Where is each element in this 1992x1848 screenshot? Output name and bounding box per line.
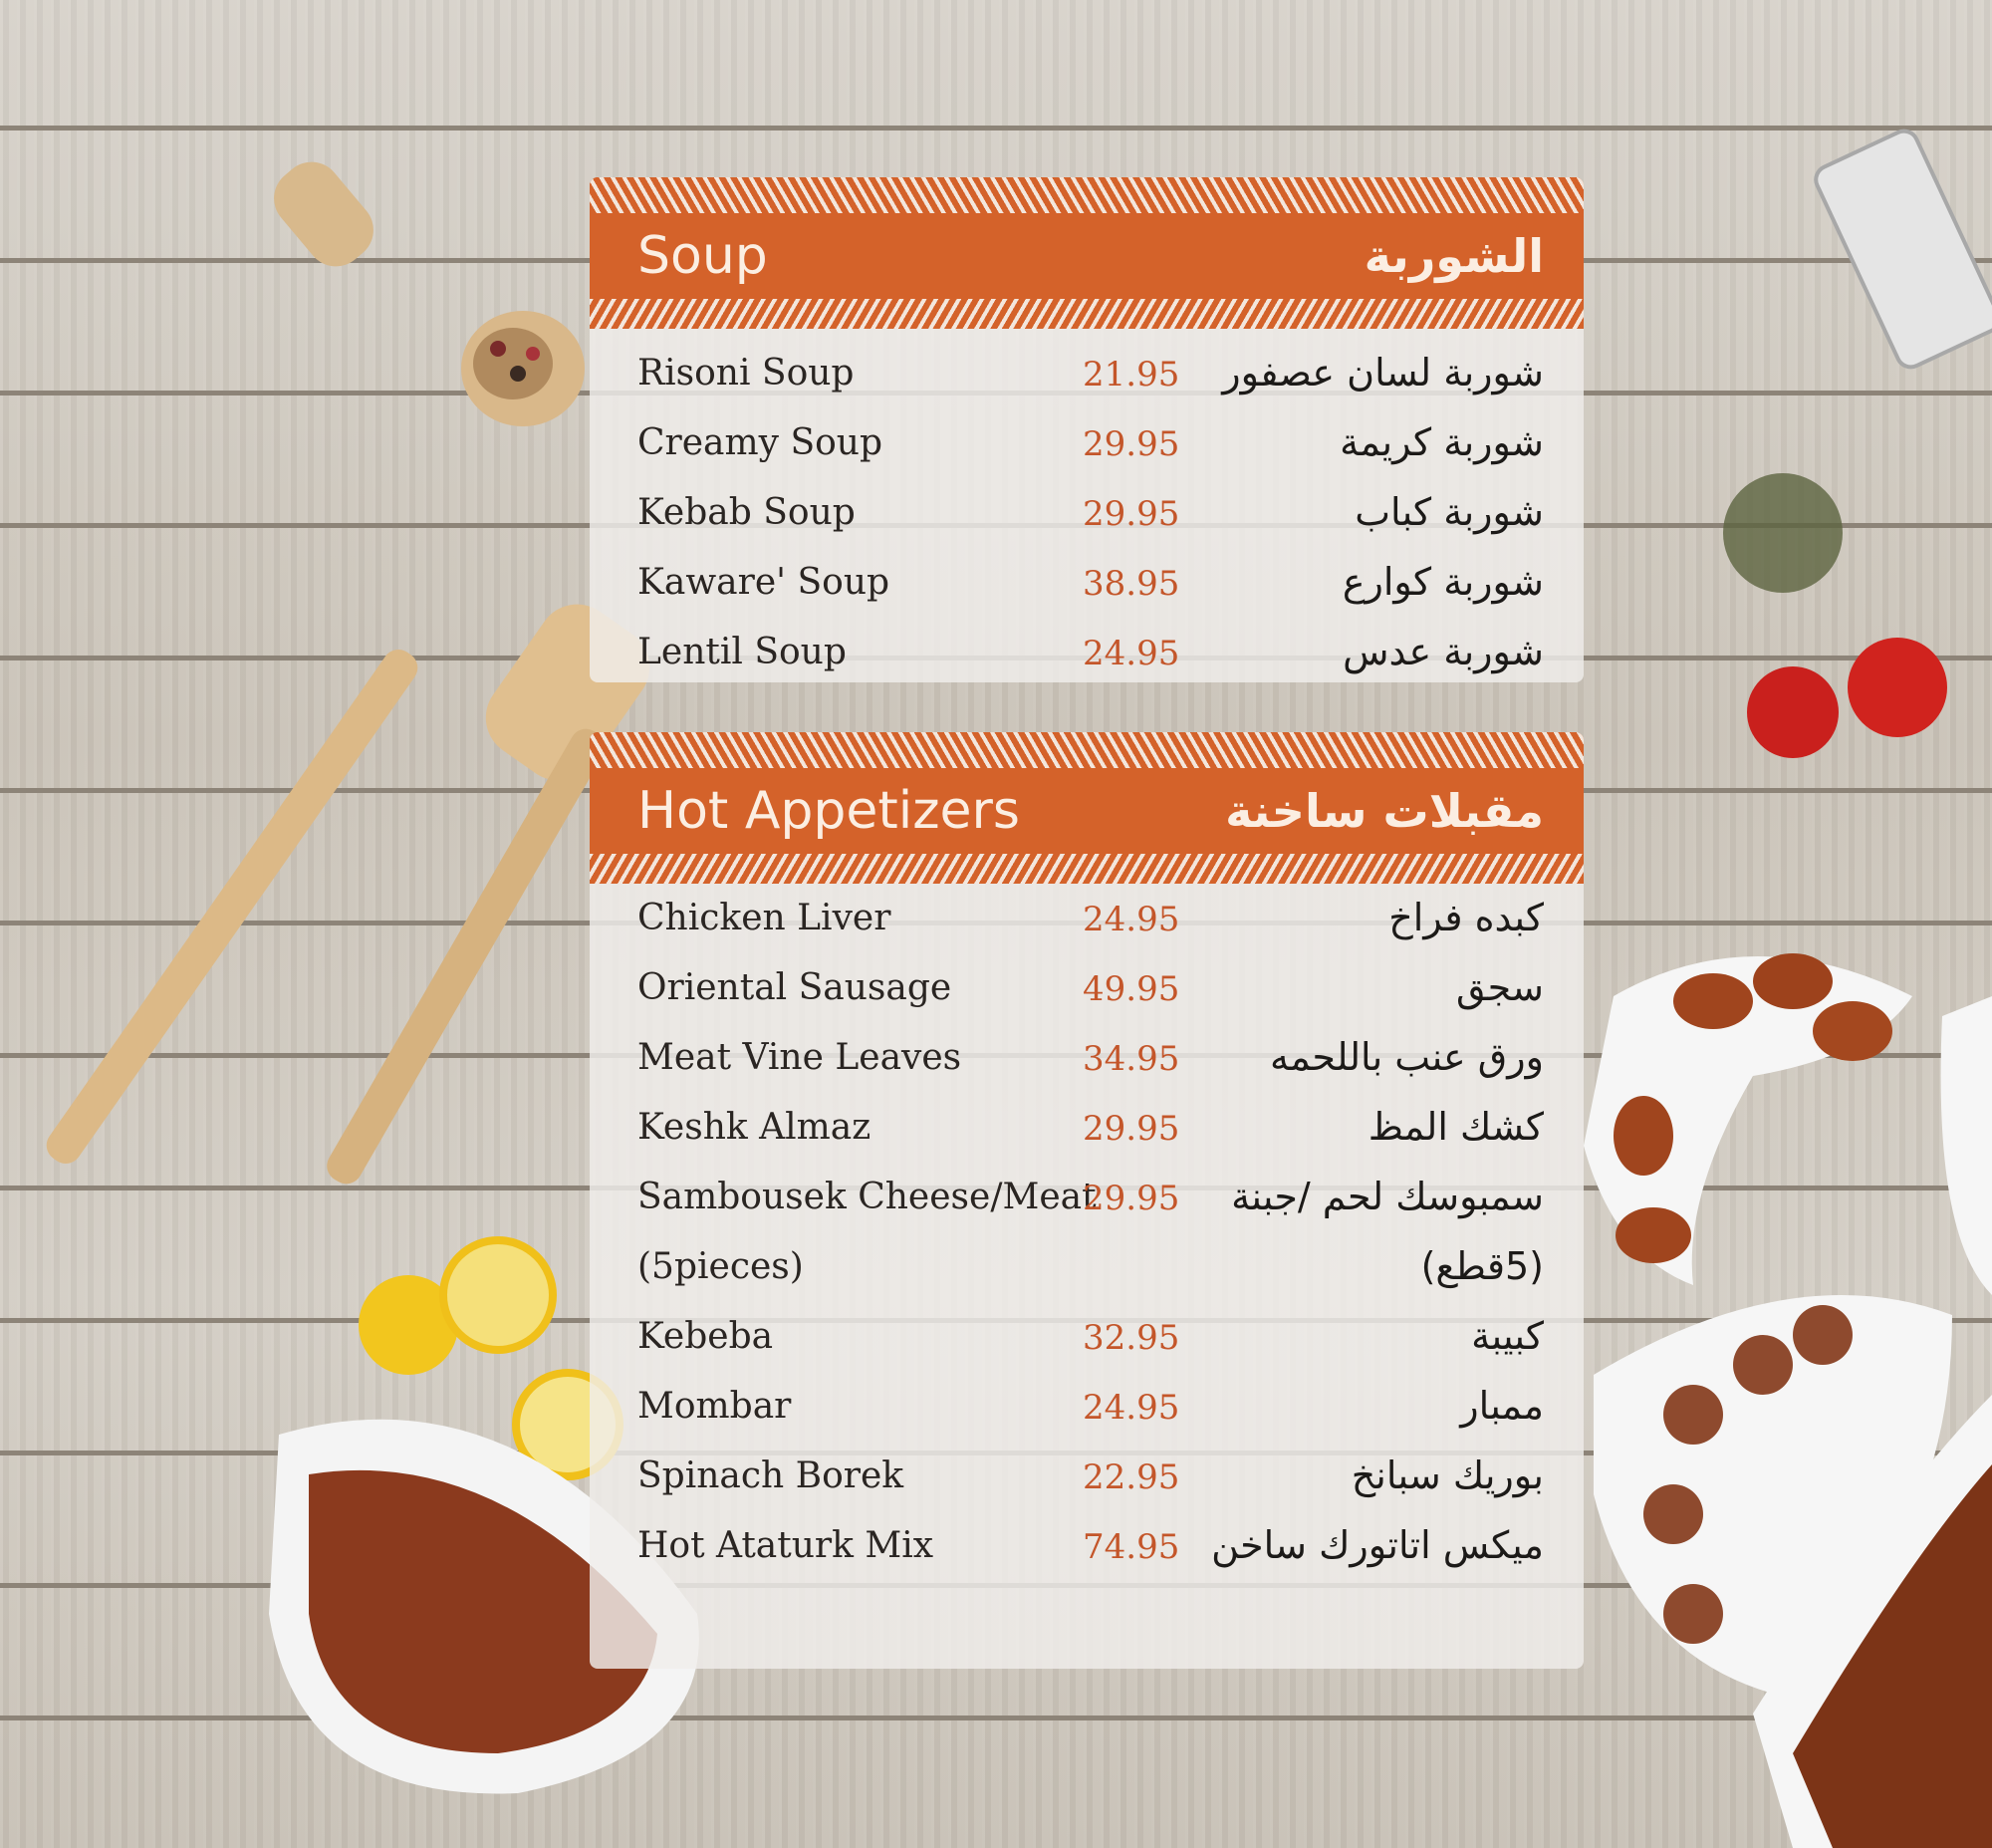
tomatoes <box>1747 638 1947 758</box>
item-price: 34.95 <box>1083 1039 1180 1079</box>
item-name-ar: سمبوسك لحم /جبنة <box>1231 1175 1544 1218</box>
item-name-ar: ممبار <box>1460 1384 1544 1428</box>
menu-item: Spinach Borek 22.95 بوريك سبانخ <box>590 1442 1584 1511</box>
menu-item: Kebeba 32.95 كبيبة <box>590 1302 1584 1372</box>
item-name-ar: ميكس اتاتورك ساخن <box>1211 1523 1544 1567</box>
item-name: Hot Ataturk Mix <box>637 1525 934 1566</box>
menu-item: Kaware' Soup 38.95 شوربة كوارع <box>590 548 1584 618</box>
menu-item: Risoni Soup 21.95 شوربة لسان عصفور <box>590 339 1584 408</box>
item-price: 24.95 <box>1083 1388 1180 1428</box>
item-name-ar: كبيبة <box>1471 1314 1544 1358</box>
item-name-ar: شوربة كريمة <box>1340 420 1544 464</box>
hot-appetizers-section: Hot Appetizers مقبلات ساخنة Chicken Live… <box>590 732 1584 1669</box>
item-name-ar: (5قطع) <box>1420 1244 1544 1288</box>
item-name-ar: سجق <box>1455 965 1544 1009</box>
menu-item: Hot Ataturk Mix 74.95 ميكس اتاتورك ساخن <box>590 1511 1584 1581</box>
item-name-ar: كشك المظ <box>1368 1105 1544 1149</box>
item-price: 29.95 <box>1083 494 1180 534</box>
wooden-spatula <box>46 604 650 1185</box>
item-price: 24.95 <box>1083 634 1180 673</box>
section-title-en: Hot Appetizers <box>637 781 1021 841</box>
item-name: (5pieces) <box>637 1246 804 1287</box>
item-name: Chicken Liver <box>637 898 891 938</box>
item-name: Kebeba <box>637 1316 774 1357</box>
item-name-ar: شوربة لسان عصفور <box>1222 351 1544 395</box>
item-price: 22.95 <box>1083 1457 1180 1497</box>
section-title-en: Soup <box>637 226 768 286</box>
item-name: Lentil Soup <box>637 632 847 672</box>
item-name-ar: شوربة عدس <box>1343 630 1544 673</box>
kibbeh-dishes <box>1584 953 1992 1848</box>
menu-item: Meat Vine Leaves 34.95 ورق عنب باللحمه <box>590 1023 1584 1093</box>
item-name: Meat Vine Leaves <box>637 1037 962 1078</box>
soup-section: Soup الشوربة Risoni Soup 21.95 شوربة لسان … <box>590 177 1584 682</box>
item-price: 32.95 <box>1083 1318 1180 1358</box>
item-name: Mombar <box>637 1386 792 1427</box>
item-name: Creamy Soup <box>637 422 883 463</box>
item-name: Sambousek Cheese/Meat <box>637 1177 1097 1217</box>
section-header: Hot Appetizers مقبلات ساخنة <box>590 768 1584 854</box>
section-title-ar: الشوربة <box>1364 229 1544 283</box>
item-name-ar: كبده فراخ <box>1388 896 1544 939</box>
item-price: 38.95 <box>1083 564 1180 604</box>
item-name: Kebab Soup <box>637 492 856 533</box>
menu-item: Mombar 24.95 ممبار <box>590 1372 1584 1442</box>
section-title-ar: مقبلات ساخنة <box>1225 784 1544 838</box>
item-price: 29.95 <box>1083 424 1180 464</box>
menu-item-continuation: (5pieces) (5قطع) <box>590 1232 1584 1302</box>
item-name-ar: بوريك سبانخ <box>1351 1453 1544 1497</box>
item-name: Risoni Soup <box>637 353 855 394</box>
item-price: 49.95 <box>1083 969 1180 1009</box>
item-price: 29.95 <box>1083 1179 1180 1218</box>
item-name: Oriental Sausage <box>637 967 952 1008</box>
ornament-border-top <box>590 177 1584 213</box>
ornament-border-bottom <box>590 299 1584 329</box>
item-name: Keshk Almaz <box>637 1107 872 1148</box>
menu-item: Kebab Soup 29.95 شوربة كباب <box>590 478 1584 548</box>
menu-item: Creamy Soup 29.95 شوربة كريمة <box>590 408 1584 478</box>
ornament-border-bottom <box>590 854 1584 884</box>
item-price: 74.95 <box>1083 1527 1180 1567</box>
dried-herbs <box>1723 473 1843 593</box>
menu-item: Keshk Almaz 29.95 كشك المظ <box>590 1093 1584 1163</box>
item-name-ar: شوربة كباب <box>1355 490 1544 534</box>
section-header: Soup الشوربة <box>590 213 1584 299</box>
item-price: 24.95 <box>1083 900 1180 939</box>
menu-item: Chicken Liver 24.95 كبده فراخ <box>590 884 1584 953</box>
item-name-ar: شوربة كوارع <box>1342 560 1544 604</box>
menu-item: Sambousek Cheese/Meat 29.95 سمبوسك لحم /جب… <box>590 1163 1584 1232</box>
salt-shaker <box>1814 129 1992 370</box>
item-price: 21.95 <box>1083 355 1180 395</box>
menu-item: Lentil Soup 24.95 شوربة عدس <box>590 618 1584 682</box>
item-price: 29.95 <box>1083 1109 1180 1149</box>
item-name-ar: ورق عنب باللحمه <box>1270 1035 1544 1079</box>
menu-item: Oriental Sausage 49.95 سجق <box>590 953 1584 1023</box>
item-name: Kaware' Soup <box>637 562 890 603</box>
wooden-scoop <box>274 161 585 426</box>
ornament-border-top <box>590 732 1584 768</box>
item-name: Spinach Borek <box>637 1455 904 1496</box>
